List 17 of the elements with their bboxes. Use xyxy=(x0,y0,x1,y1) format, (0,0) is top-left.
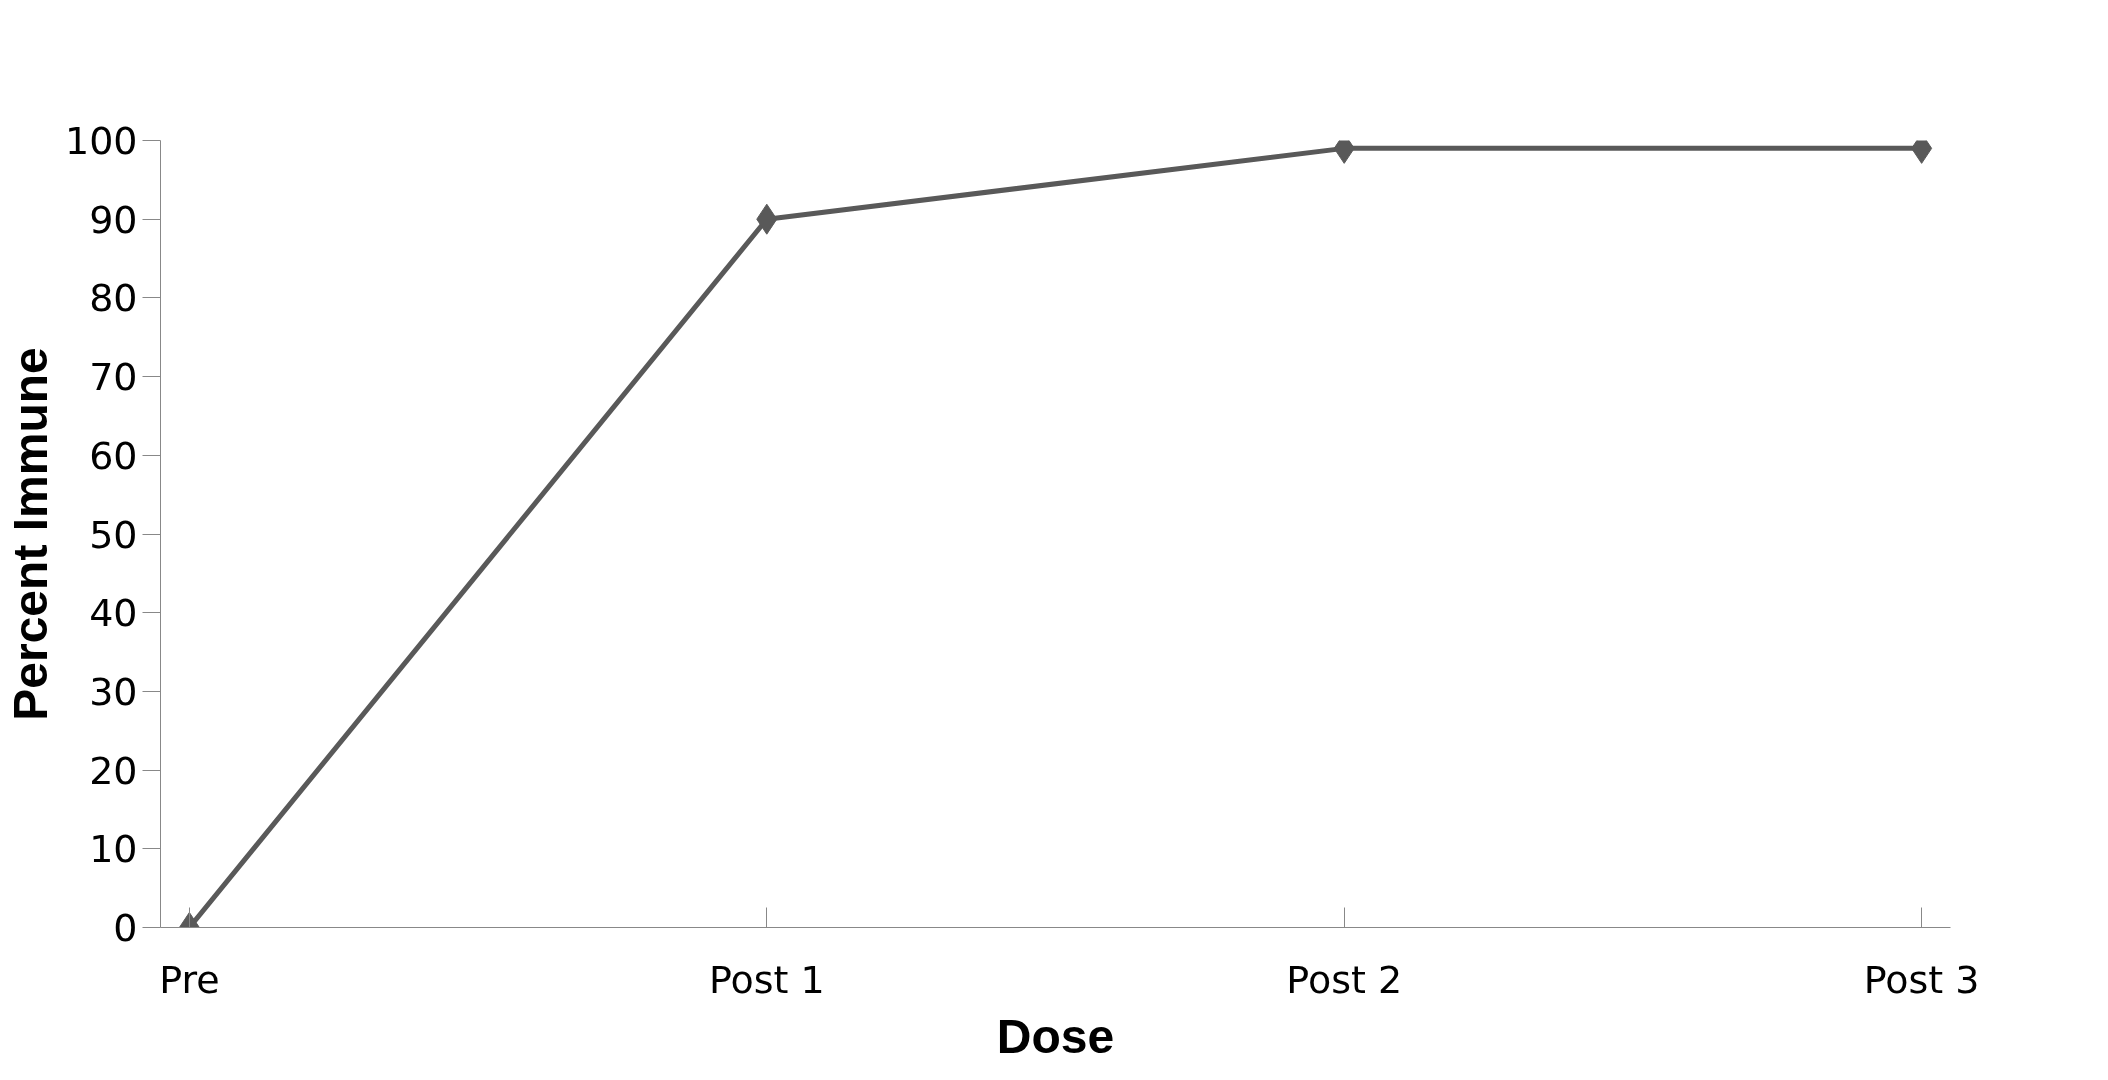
y-tick-label: 80 xyxy=(89,276,138,321)
y-tick-label: 90 xyxy=(89,197,138,242)
y-tick-label: 0 xyxy=(113,906,138,950)
y-tick-label: 40 xyxy=(89,591,138,636)
y-tick-label: 100 xyxy=(64,119,138,163)
x-tick-label: Post 2 xyxy=(1286,957,1403,1002)
y-tick-label: 70 xyxy=(89,355,138,400)
x-tick-label: Post 1 xyxy=(708,957,825,1002)
y-tick-label: 50 xyxy=(89,512,138,557)
x-tick-label: Pre xyxy=(159,957,220,1002)
x-axis-title: Dose xyxy=(996,1009,1115,1063)
y-tick-label: 30 xyxy=(89,669,138,714)
y-tick-label: 20 xyxy=(89,748,138,793)
y-tick-label: 60 xyxy=(89,433,138,478)
x-tick-label: Post 3 xyxy=(1863,957,1980,1002)
y-axis-title: Percent Immune xyxy=(3,347,57,721)
y-tick-label: 10 xyxy=(89,827,138,872)
